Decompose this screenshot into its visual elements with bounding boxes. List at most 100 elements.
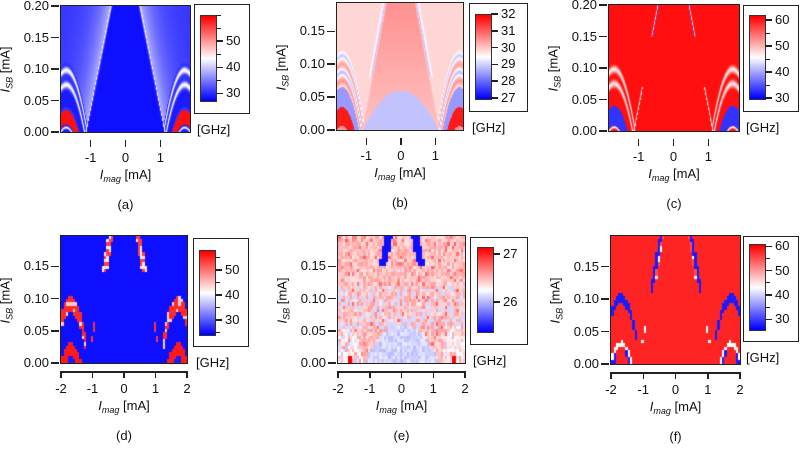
heatmap-plot: [336, 2, 464, 131]
colorbar-tick-mark: [215, 294, 222, 296]
x-tick-label: -2: [332, 381, 344, 396]
y-tick-mark: [327, 129, 335, 131]
panel-label: (a): [117, 197, 134, 212]
y-axis-title: ISB [mA]: [548, 251, 565, 351]
y-tick-label: 0.10: [571, 60, 597, 75]
colorbar-tick-label: 31: [501, 22, 516, 38]
y-tick-label: 0.15: [571, 28, 597, 44]
colorbar-minor-tick: [216, 14, 221, 16]
x-axis-symbol: I: [648, 166, 652, 181]
y-tick-label: 0.15: [23, 29, 49, 45]
x-axis-unit: [mA]: [399, 165, 426, 180]
x-axis-title: Imag [mA]: [624, 166, 724, 183]
colorbar-tick-label: 28: [501, 73, 516, 89]
x-tick-label: -1: [84, 150, 97, 165]
x-tick-mark: [123, 371, 125, 378]
x-axis-subscript: mag: [379, 405, 397, 415]
y-axis-subscript: SB: [281, 307, 292, 320]
colorbar-tick-label: 40: [775, 287, 790, 302]
colorbar-tick-mark: [491, 97, 498, 99]
x-axis-symbol: I: [99, 167, 104, 182]
y-axis-title: ISB [mA]: [0, 20, 15, 120]
colorbar-tick-mark: [216, 40, 223, 42]
y-tick-label: 0.10: [23, 290, 49, 306]
colorbar-minor-tick: [765, 32, 770, 34]
colorbar-unit-label: [GHz]: [746, 350, 780, 365]
x-tick-label: 1: [429, 381, 437, 396]
x-tick-mark: [674, 372, 677, 379]
colorbar-minor-tick: [216, 53, 221, 55]
colorbar-tick-label: 40: [775, 64, 790, 80]
colorbar-tick-mark: [765, 294, 772, 296]
colorbar-tick-mark: [765, 19, 772, 21]
y-tick-mark: [51, 5, 59, 7]
y-tick-label: 0.20: [23, 0, 49, 13]
x-tick-label: -2: [55, 381, 67, 396]
colorbar-minor-tick: [216, 27, 221, 29]
x-tick-label: -1: [86, 381, 99, 396]
colorbar: [477, 247, 494, 333]
colorbar-tick-mark: [765, 269, 772, 272]
colorbar-tick-mark: [765, 318, 772, 321]
y-axis-symbol: I: [0, 89, 13, 93]
colorbar-tick-label: 26: [503, 294, 518, 310]
x-tick-label: 0: [397, 381, 406, 396]
y-tick-label: 0.05: [571, 91, 597, 107]
heatmap-canvas: [611, 236, 740, 364]
x-axis-unit: [mA]: [123, 398, 150, 413]
colorbar-tick-label: 50: [226, 33, 241, 49]
colorbar-gradient: [201, 16, 216, 101]
y-tick-mark: [327, 63, 335, 65]
colorbar-tick-mark: [491, 80, 498, 82]
y-axis-unit: [mA]: [0, 277, 13, 304]
x-tick-label: -1: [632, 149, 645, 164]
y-tick-label: 0.05: [23, 322, 49, 338]
x-tick-mark: [739, 372, 741, 379]
y-tick-mark: [51, 297, 59, 300]
x-axis-subscript: mag: [653, 406, 671, 416]
y-tick-mark: [51, 99, 59, 102]
panel-label: (b): [392, 195, 408, 210]
colorbar-tick-label: 30: [225, 312, 240, 328]
x-tick-label: 0: [669, 149, 678, 164]
y-tick-label: 0.10: [299, 56, 325, 72]
colorbar-tick-mark: [493, 301, 500, 303]
x-axis-symbol: I: [649, 399, 654, 414]
y-tick-mark: [328, 362, 336, 364]
x-axis-unit: [mA]: [673, 166, 700, 181]
y-axis-title: ISB [mA]: [274, 17, 291, 117]
heatmap-plot: [60, 5, 191, 133]
colorbar: [749, 244, 766, 331]
colorbar: [749, 15, 766, 100]
x-tick-mark: [707, 372, 709, 379]
y-tick-label: 0.00: [571, 123, 597, 138]
y-tick-mark: [51, 362, 59, 364]
colorbar-tick-label: 50: [775, 262, 790, 278]
colorbar-tick-label: 30: [775, 90, 790, 105]
x-tick-label: -1: [363, 381, 376, 396]
heatmap-plot: [608, 4, 740, 132]
x-axis-title: Imag [mA]: [352, 398, 452, 415]
heatmap-canvas: [337, 3, 463, 130]
x-tick-label: 1: [151, 381, 160, 396]
colorbar-tick-mark: [765, 71, 772, 73]
panel-label: (e): [393, 428, 410, 443]
x-tick-mark: [672, 139, 675, 146]
colorbar-minor-tick: [765, 258, 770, 260]
x-tick-mark: [637, 139, 640, 146]
x-tick-mark: [369, 371, 371, 378]
panel-label: (d): [116, 428, 132, 443]
colorbar-tick-mark: [493, 253, 500, 255]
x-tick-mark: [60, 371, 62, 378]
y-axis-subscript: SB: [552, 75, 563, 88]
y-tick-mark: [599, 4, 607, 6]
x-tick-mark: [432, 371, 434, 378]
colorbar-minor-tick: [215, 307, 220, 309]
colorbar-tick-mark: [216, 66, 223, 69]
y-tick-label: 0.15: [299, 23, 325, 39]
colorbar-tick-mark: [215, 269, 222, 271]
y-tick-mark: [51, 330, 59, 332]
colorbar-unit-label: [GHz]: [197, 122, 231, 137]
x-tick-mark: [365, 138, 368, 145]
